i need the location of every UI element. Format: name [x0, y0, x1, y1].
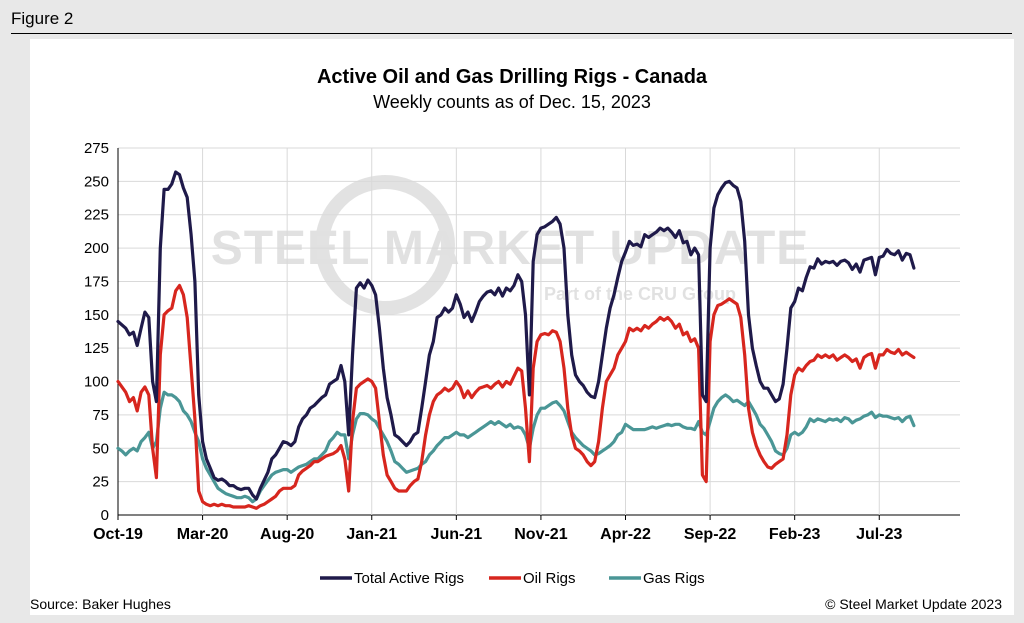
y-tick-label: 75 — [92, 407, 109, 424]
legend-label-oil-rigs: Oil Rigs — [523, 570, 576, 587]
watermark-sub-text: Part of the CRU Group — [544, 284, 736, 304]
grid — [117, 147, 960, 516]
chart-subtitle: Weekly counts as of Dec. 15, 2023 — [373, 92, 651, 112]
series-line-gas-rigs — [116, 390, 916, 504]
figure-label: Figure 2 — [11, 9, 74, 28]
y-tick-label: 275 — [84, 140, 109, 157]
x-tick-label: Sep-22 — [684, 526, 737, 543]
y-axis: 0 25 50 75 100 125 150 175 200 225 250 275 — [84, 140, 119, 524]
x-tick-label: Nov-21 — [514, 526, 567, 543]
y-tick-label: 150 — [84, 307, 109, 324]
x-tick-label: Mar-20 — [177, 526, 229, 543]
x-tick-label: Oct-19 — [93, 526, 143, 543]
series-group — [116, 170, 916, 510]
y-tick-label: 250 — [84, 173, 109, 190]
x-tick-label: Jul-23 — [856, 526, 902, 543]
y-tick-label: 200 — [84, 240, 109, 257]
x-tick-label: Apr-22 — [600, 526, 651, 543]
copyright-note: © Steel Market Update 2023 — [825, 596, 1002, 612]
y-tick-label: 25 — [92, 474, 109, 491]
source-note: Source: Baker Hughes — [30, 596, 171, 612]
series-line-total-active-rigs — [116, 170, 916, 501]
y-tick-label: 100 — [84, 374, 109, 391]
x-tick-label: Jun-21 — [431, 526, 483, 543]
y-tick-label: 0 — [101, 507, 109, 524]
x-axis: Oct-19 Mar-20 Aug-20 Jan-21 Jun-21 Nov-21 Apr-… — [93, 515, 902, 543]
x-tick-label: Jan-21 — [346, 526, 397, 543]
y-tick-label: 225 — [84, 207, 109, 224]
x-tick-label: Feb-23 — [769, 526, 821, 543]
legend: Total Active Rigs Oil Rigs Gas Rigs — [320, 570, 705, 587]
chart-background — [30, 39, 1014, 615]
x-tick-label: Aug-20 — [260, 526, 314, 543]
legend-label-gas-rigs: Gas Rigs — [643, 570, 705, 587]
y-tick-label: 50 — [92, 440, 109, 457]
legend-label-total-active-rigs: Total Active Rigs — [354, 570, 464, 587]
watermark-ring-icon — [315, 175, 455, 315]
figure-divider — [11, 33, 1012, 34]
chart-title: Active Oil and Gas Drilling Rigs - Canad… — [317, 66, 708, 88]
series-line-oil-rigs — [116, 283, 916, 510]
y-tick-label: 125 — [84, 340, 109, 357]
y-tick-label: 175 — [84, 273, 109, 290]
